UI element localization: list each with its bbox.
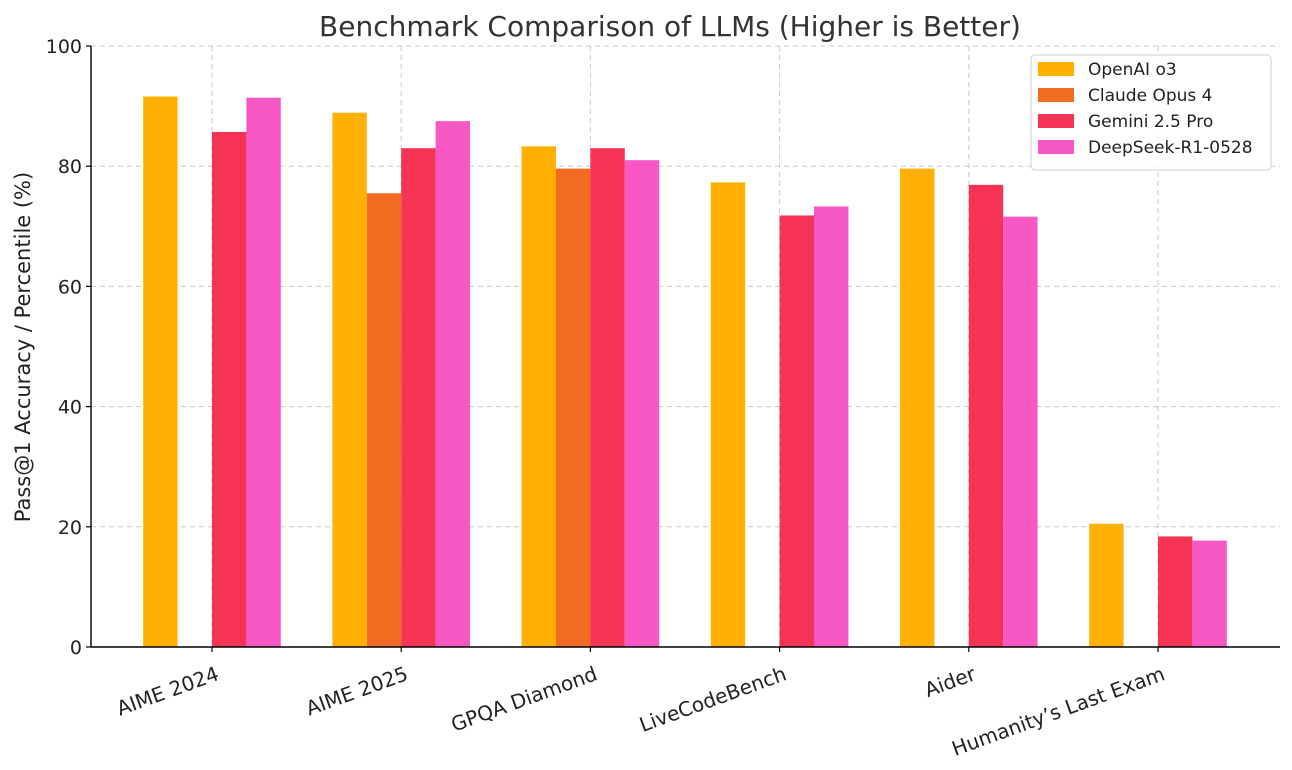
bar-gemini-2-5-pro-aider <box>968 184 1004 647</box>
y-tick-label: 20 <box>58 517 82 539</box>
bar-openai-o3-aider <box>900 168 935 647</box>
x-tick-label: Aider <box>921 661 979 702</box>
y-tick-label: 60 <box>58 276 82 298</box>
legend-label-deepseek-r1-0528: DeepSeek-R1-0528 <box>1088 138 1253 158</box>
bar-gemini-2-5-pro-aime-2025 <box>401 148 436 648</box>
y-tick-label: 100 <box>46 36 82 58</box>
bar-openai-o3-livecodebench <box>710 182 746 647</box>
legend: OpenAI o3 Claude Opus 4 Gemini 2.5 Pro Deep… <box>1030 54 1272 171</box>
y-tick-label: 0 <box>70 637 82 659</box>
legend-frame <box>1030 54 1272 171</box>
bar-openai-o3-gpqa-diamond <box>521 146 556 647</box>
bar-openai-o3-aime-2024 <box>143 96 178 648</box>
bar-deepseek-r1-0528-aime-2024 <box>246 97 281 647</box>
legend-swatch-gemini-2-5-pro <box>1038 114 1074 128</box>
bar-deepseek-r1-0528-aider <box>1003 216 1038 647</box>
axes <box>86 45 1280 652</box>
chart-title: Benchmark Comparison of LLMs (Higher is … <box>319 10 1021 43</box>
bar-gemini-2-5-pro-humanity-s-last-exam <box>1158 536 1193 647</box>
y-tick-label: 80 <box>58 156 82 178</box>
x-tick-label: Humanity’s Last Exam <box>949 661 1168 760</box>
bar-openai-o3-humanity-s-last-exam <box>1089 523 1124 647</box>
bar-gemini-2-5-pro-aime-2024 <box>212 131 247 647</box>
x-tick-label: LiveCodeBench <box>636 661 789 736</box>
x-tick-label: AIME 2025 <box>303 661 412 720</box>
bar-deepseek-r1-0528-humanity-s-last-exam <box>1192 540 1227 647</box>
bar-gemini-2-5-pro-gpqa-diamond <box>590 148 625 648</box>
y-tick-labels: 0 20 40 60 80 100 <box>46 36 82 659</box>
y-tick-label: 40 <box>58 397 82 419</box>
legend-label-claude-opus-4: Claude Opus 4 <box>1088 86 1212 106</box>
bar-gemini-2-5-pro-livecodebench <box>779 215 814 648</box>
legend-swatch-openai-o3 <box>1038 62 1074 76</box>
bars <box>143 96 1227 648</box>
legend-swatch-claude-opus-4 <box>1038 88 1074 102</box>
bar-deepseek-r1-0528-gpqa-diamond <box>624 160 660 647</box>
bar-deepseek-r1-0528-aime-2025 <box>435 121 470 648</box>
bar-claude-opus-4-gpqa-diamond <box>556 168 591 647</box>
bar-claude-opus-4-aime-2025 <box>366 193 402 647</box>
y-axis-label: Pass@1 Accuracy / Percentile (%) <box>11 172 35 522</box>
legend-label-gemini-2-5-pro: Gemini 2.5 Pro <box>1088 112 1213 132</box>
bar-deepseek-r1-0528-livecodebench <box>814 206 849 647</box>
x-tick-label: GPQA Diamond <box>448 661 601 736</box>
bar-openai-o3-aime-2025 <box>332 112 367 647</box>
x-tick-labels: AIME 2024 AIME 2025 GPQA Diamond LiveCodeBe… <box>113 661 1168 761</box>
legend-swatch-deepseek-r1-0528 <box>1038 140 1074 154</box>
legend-label-openai-o3: OpenAI o3 <box>1088 60 1177 80</box>
x-tick-label: AIME 2024 <box>113 661 222 720</box>
